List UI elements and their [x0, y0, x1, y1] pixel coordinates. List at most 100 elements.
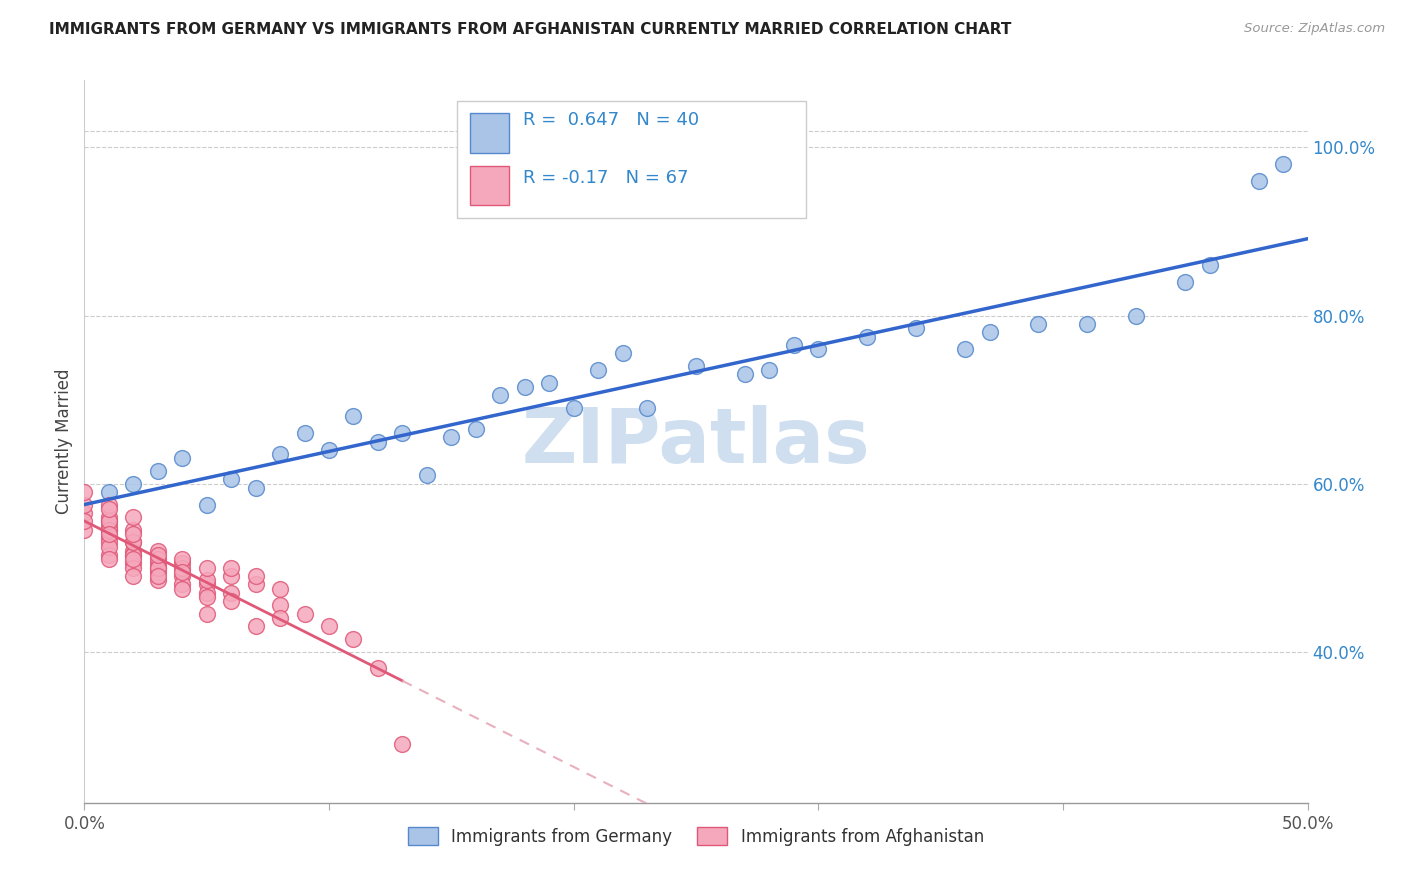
- Point: [612, 346, 634, 360]
- Text: ZIPatlas: ZIPatlas: [522, 405, 870, 478]
- Point: [195, 577, 218, 591]
- Point: [318, 442, 340, 457]
- Point: [538, 376, 561, 390]
- Point: [172, 577, 194, 591]
- Point: [807, 342, 830, 356]
- Point: [97, 510, 120, 524]
- Point: [122, 543, 145, 558]
- Point: [172, 582, 194, 596]
- Point: [122, 548, 145, 562]
- Point: [122, 552, 145, 566]
- FancyBboxPatch shape: [470, 112, 509, 153]
- Point: [367, 661, 389, 675]
- Point: [73, 514, 96, 528]
- Point: [1272, 157, 1295, 171]
- Point: [1125, 309, 1147, 323]
- Point: [219, 594, 242, 608]
- Point: [146, 560, 169, 574]
- Point: [172, 552, 194, 566]
- Point: [97, 514, 120, 528]
- Point: [146, 573, 169, 587]
- Point: [318, 619, 340, 633]
- Point: [146, 560, 169, 574]
- Point: [391, 426, 413, 441]
- Point: [122, 569, 145, 583]
- Point: [122, 557, 145, 571]
- Point: [122, 527, 145, 541]
- Point: [195, 573, 218, 587]
- Point: [294, 607, 316, 621]
- Point: [122, 548, 145, 562]
- Legend: Immigrants from Germany, Immigrants from Afghanistan: Immigrants from Germany, Immigrants from…: [401, 821, 991, 852]
- Text: IMMIGRANTS FROM GERMANY VS IMMIGRANTS FROM AFGHANISTAN CURRENTLY MARRIED CORRELA: IMMIGRANTS FROM GERMANY VS IMMIGRANTS FR…: [49, 22, 1011, 37]
- Point: [1247, 174, 1270, 188]
- Point: [97, 501, 120, 516]
- Point: [905, 321, 928, 335]
- FancyBboxPatch shape: [470, 166, 509, 205]
- Point: [979, 326, 1001, 340]
- Point: [489, 388, 512, 402]
- Point: [219, 569, 242, 583]
- Point: [783, 338, 806, 352]
- Point: [73, 523, 96, 537]
- Point: [342, 409, 364, 424]
- Point: [172, 560, 194, 574]
- Point: [269, 599, 291, 613]
- Point: [97, 498, 120, 512]
- Point: [953, 342, 976, 356]
- Point: [97, 548, 120, 562]
- Point: [269, 447, 291, 461]
- Point: [219, 560, 242, 574]
- Point: [1028, 317, 1050, 331]
- Point: [391, 737, 413, 751]
- Point: [586, 363, 609, 377]
- Point: [758, 363, 780, 377]
- Point: [1076, 317, 1098, 331]
- Point: [97, 552, 120, 566]
- Point: [464, 422, 486, 436]
- Point: [97, 518, 120, 533]
- Point: [734, 368, 756, 382]
- Point: [440, 430, 463, 444]
- Point: [195, 498, 218, 512]
- Point: [195, 590, 218, 604]
- Point: [562, 401, 585, 415]
- Text: R =  0.647   N = 40: R = 0.647 N = 40: [523, 111, 700, 129]
- Point: [513, 380, 536, 394]
- Text: R = -0.17   N = 67: R = -0.17 N = 67: [523, 169, 689, 186]
- FancyBboxPatch shape: [457, 101, 806, 218]
- Point: [146, 569, 169, 583]
- Point: [1198, 258, 1220, 272]
- Point: [97, 531, 120, 545]
- Point: [219, 472, 242, 486]
- Point: [245, 619, 267, 633]
- Point: [269, 611, 291, 625]
- Point: [367, 434, 389, 449]
- Point: [122, 535, 145, 549]
- Point: [97, 527, 120, 541]
- Point: [342, 632, 364, 646]
- Text: Source: ZipAtlas.com: Source: ZipAtlas.com: [1244, 22, 1385, 36]
- Point: [97, 540, 120, 554]
- Point: [122, 535, 145, 549]
- Point: [195, 560, 218, 574]
- Point: [172, 557, 194, 571]
- Point: [172, 569, 194, 583]
- Point: [245, 481, 267, 495]
- Point: [245, 577, 267, 591]
- Point: [146, 543, 169, 558]
- Point: [219, 586, 242, 600]
- Point: [146, 552, 169, 566]
- Point: [172, 451, 194, 466]
- Point: [122, 510, 145, 524]
- Point: [97, 523, 120, 537]
- Point: [195, 586, 218, 600]
- Point: [636, 401, 658, 415]
- Point: [245, 569, 267, 583]
- Point: [73, 506, 96, 520]
- Point: [269, 582, 291, 596]
- Point: [416, 468, 439, 483]
- Point: [146, 548, 169, 562]
- Point: [146, 464, 169, 478]
- Point: [97, 514, 120, 528]
